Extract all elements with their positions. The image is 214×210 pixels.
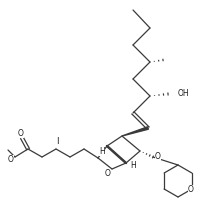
Text: OH: OH xyxy=(178,88,190,97)
Text: H: H xyxy=(99,147,105,155)
Text: O: O xyxy=(18,129,24,138)
Text: H: H xyxy=(130,160,136,169)
Text: O: O xyxy=(188,185,194,193)
Text: O: O xyxy=(105,168,111,177)
Polygon shape xyxy=(122,127,148,136)
Text: I: I xyxy=(56,136,58,146)
Text: O: O xyxy=(8,155,14,164)
Text: O: O xyxy=(155,151,161,160)
